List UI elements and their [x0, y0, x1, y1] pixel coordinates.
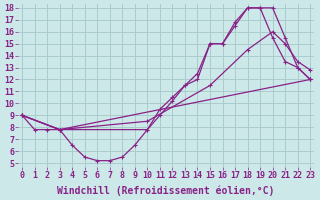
X-axis label: Windchill (Refroidissement éolien,°C): Windchill (Refroidissement éolien,°C) — [58, 185, 275, 196]
